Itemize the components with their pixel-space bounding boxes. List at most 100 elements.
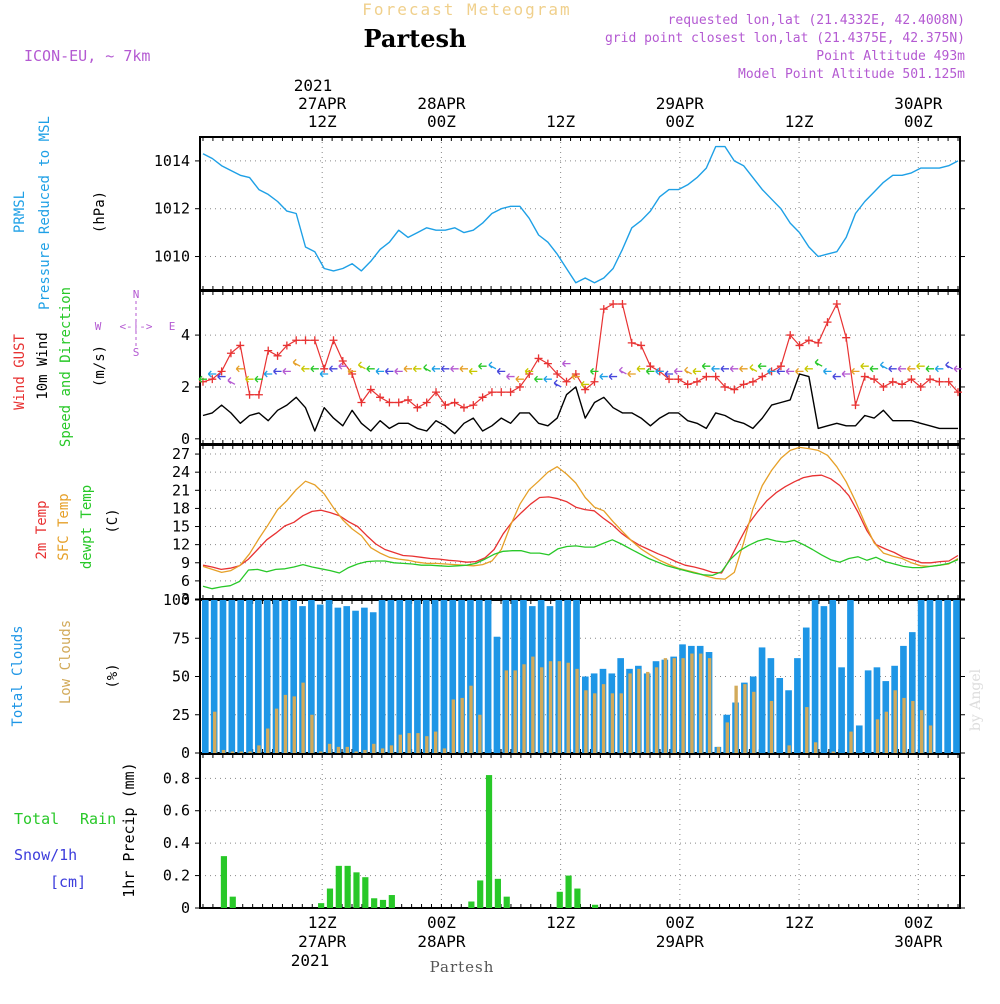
pressure-line bbox=[202, 145, 959, 284]
gust-marker bbox=[357, 398, 366, 407]
y-tick-label: 12 bbox=[172, 536, 190, 554]
bottom-year-label: 2021 bbox=[291, 951, 330, 970]
total-cloud-bar bbox=[299, 606, 306, 753]
wind-direction-arrow bbox=[198, 375, 207, 383]
total-cloud-bar bbox=[458, 600, 465, 753]
bottom-time-label: 00Z bbox=[665, 913, 694, 932]
total-cloud-bar bbox=[343, 606, 351, 753]
gust-marker bbox=[394, 398, 403, 407]
top-time-label: 12Z bbox=[785, 112, 814, 131]
gust-marker bbox=[618, 299, 627, 308]
wind-direction-arrow bbox=[785, 367, 795, 375]
gust-marker bbox=[226, 349, 235, 358]
wind-direction-arrow bbox=[879, 361, 888, 370]
gust-marker bbox=[851, 401, 860, 410]
wind-unit: (m/s) bbox=[92, 345, 108, 387]
gust-marker bbox=[450, 398, 459, 407]
wind-direction-arrow bbox=[301, 365, 310, 373]
low-cloud-bar bbox=[310, 714, 314, 753]
total-cloud-bar bbox=[440, 600, 448, 753]
sfc-temp-label: SFC Temp bbox=[56, 493, 72, 560]
low-cloud-bar bbox=[354, 751, 358, 753]
low-cloud-bar bbox=[734, 685, 738, 753]
wind-direction-arrow bbox=[282, 367, 291, 375]
bottom-date-label: 27APR bbox=[298, 932, 347, 951]
low-cloud-bar bbox=[442, 748, 447, 753]
gust-marker bbox=[954, 388, 963, 397]
rain-bar bbox=[388, 895, 395, 908]
total-cloud-bar bbox=[802, 627, 810, 753]
gust-marker bbox=[292, 336, 301, 345]
gust-marker bbox=[720, 382, 729, 391]
bottom-time-label: 00Z bbox=[904, 913, 933, 932]
wind-direction-arrow bbox=[664, 370, 674, 378]
wind-direction-arrow bbox=[488, 361, 497, 370]
rain-bar bbox=[485, 775, 493, 908]
low-cloud-bar bbox=[425, 736, 429, 753]
total-cloud-bar bbox=[228, 600, 236, 753]
gust-marker bbox=[693, 377, 702, 386]
wind-direction-arrow bbox=[366, 365, 375, 373]
low-cloud-bar bbox=[451, 699, 456, 753]
wind-direction-arrow bbox=[423, 364, 432, 372]
low-cloud-bar bbox=[672, 658, 676, 753]
wind-direction-arrow bbox=[478, 362, 487, 370]
low-cloud-bar bbox=[327, 743, 332, 753]
wind-direction-arrow bbox=[590, 367, 599, 375]
wind-direction-arrow bbox=[627, 370, 636, 378]
low-cloud-bar bbox=[716, 746, 721, 753]
y-tick-label: 0 bbox=[181, 744, 190, 762]
low-cloud-bar bbox=[478, 714, 482, 753]
low-cloud-bar bbox=[646, 671, 650, 753]
wind-direction-arrow bbox=[692, 367, 702, 375]
wind-direction-arrow bbox=[496, 367, 506, 375]
low-cloud-bar bbox=[628, 673, 632, 753]
total-cloud-bar bbox=[202, 600, 209, 753]
y-tick-label: 0.8 bbox=[163, 769, 190, 787]
total-cloud-bar bbox=[758, 647, 766, 753]
low-cloud-bar bbox=[540, 667, 544, 753]
gust-marker bbox=[776, 362, 785, 371]
gust-marker bbox=[739, 380, 748, 389]
gust-marker bbox=[730, 385, 739, 394]
total-cloud-bar bbox=[917, 600, 925, 753]
total-cloud-bar bbox=[794, 658, 801, 753]
gust-marker bbox=[487, 388, 496, 397]
total-cloud-bar bbox=[405, 600, 412, 753]
gust-marker bbox=[506, 388, 515, 397]
low-cloud-bar bbox=[504, 670, 509, 753]
y-tick-label: 100 bbox=[163, 591, 190, 609]
gust-marker bbox=[320, 364, 329, 373]
gust-marker bbox=[208, 375, 217, 384]
total-cloud-bar bbox=[219, 600, 227, 753]
gust-marker bbox=[832, 299, 841, 308]
y-tick-label: 0 bbox=[181, 899, 190, 917]
model-label: ICON-EU, ~ 7km bbox=[24, 47, 150, 65]
y-tick-label: 25 bbox=[172, 706, 190, 724]
wind-direction-arrow bbox=[292, 358, 301, 367]
bottom-time-label: 00Z bbox=[427, 913, 456, 932]
total-cloud-bar bbox=[316, 604, 324, 753]
wind-direction-arrow bbox=[329, 365, 338, 373]
low-cloud-bar bbox=[831, 751, 836, 753]
gust-marker bbox=[254, 390, 263, 399]
total-cloud-bar bbox=[246, 600, 253, 753]
total-cloud-bar bbox=[776, 678, 784, 753]
gust-marker bbox=[282, 341, 291, 350]
total-cloud-bar bbox=[493, 636, 501, 753]
low-cloud-bar bbox=[699, 653, 703, 753]
total-clouds-label: Total Clouds bbox=[10, 625, 26, 726]
low-cloud-bar bbox=[416, 733, 420, 753]
low-cloud-bar bbox=[460, 697, 464, 753]
wind-direction-arrow bbox=[562, 360, 571, 368]
page-title: Partesh bbox=[364, 24, 467, 53]
wind-direction-arrow bbox=[347, 367, 357, 375]
top-time-label: 00Z bbox=[427, 112, 456, 131]
wind-direction-arrow bbox=[263, 370, 273, 378]
y-tick-label: 0.4 bbox=[163, 834, 190, 852]
total-cloud-bar bbox=[467, 600, 474, 753]
low-cloud-bar bbox=[690, 653, 694, 753]
compass-legend: N W <-|-> E S bbox=[95, 288, 176, 359]
gust-marker bbox=[674, 375, 683, 384]
gust-marker bbox=[646, 362, 655, 371]
